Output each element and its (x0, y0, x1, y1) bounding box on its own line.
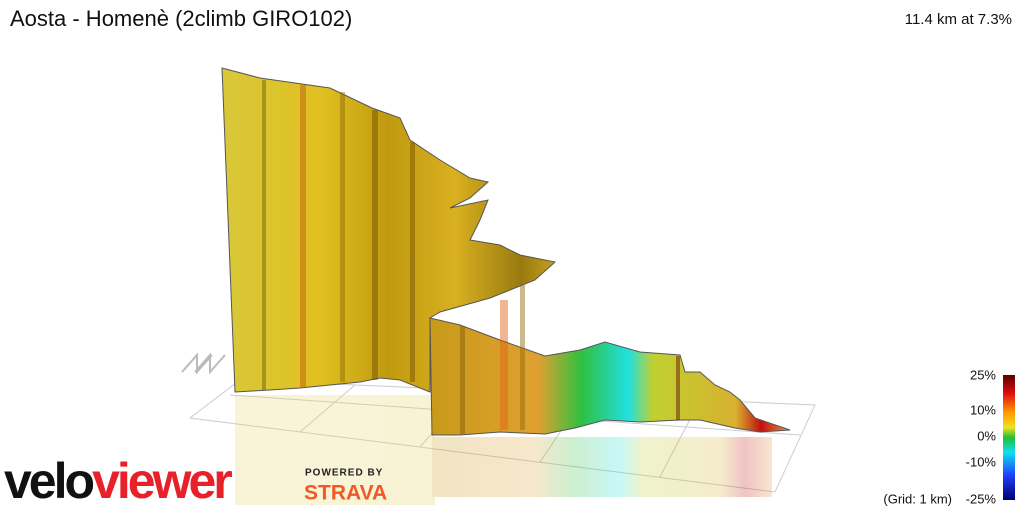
logo-right: viewer (92, 453, 232, 509)
colorbar-label: 25% (970, 367, 996, 382)
powered-by: POWERED BY (305, 468, 383, 479)
summary: 11.4 km at 7.3% (905, 11, 1012, 28)
title: Aosta - Homenè (2climb GIRO102) (10, 6, 352, 31)
reflection (235, 395, 772, 505)
strava: STRAVA (304, 482, 387, 505)
colorbar (1003, 375, 1015, 500)
colorbar-label: -10% (966, 454, 997, 469)
north-arrow (181, 352, 226, 375)
grid-note: (Grid: 1 km) (883, 491, 952, 506)
elevation-wall (221, 67, 791, 436)
logo: veloviewer (4, 453, 232, 509)
colorbar-label: 10% (970, 402, 996, 417)
colorbar-label: -25% (966, 491, 997, 506)
logo-left: velo (4, 453, 94, 509)
colorbar-label: 0% (977, 428, 996, 443)
